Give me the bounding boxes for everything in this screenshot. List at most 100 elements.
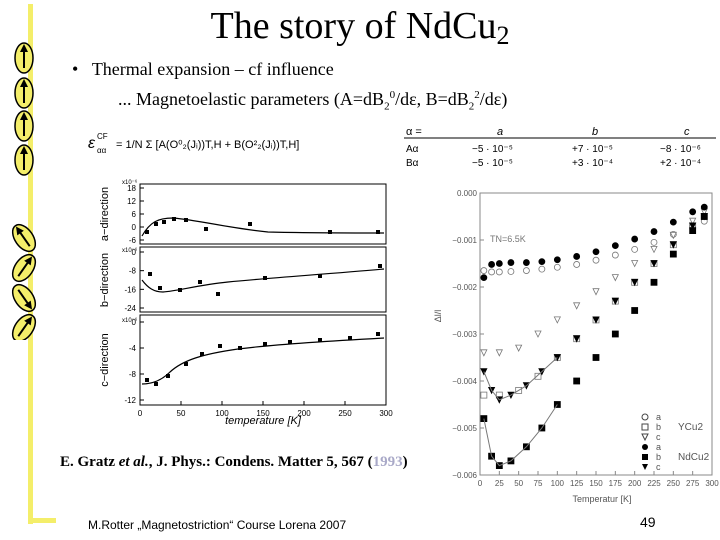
left-figure-xlabel: temperature [K] xyxy=(225,415,302,427)
panel-b-data-points xyxy=(148,264,382,296)
table-header-a: a xyxy=(497,126,503,138)
data-point xyxy=(592,316,600,324)
fit-line-ndcu2-c xyxy=(483,357,558,401)
data-point xyxy=(523,259,530,266)
scale-label-b: x10⁻⁶ xyxy=(122,247,138,254)
legend-ycu2-b: b xyxy=(656,422,661,432)
data-point xyxy=(611,330,619,338)
chart-marks xyxy=(480,203,708,470)
chart-x-tick-label: 150 xyxy=(589,479,603,488)
table-row-B-a: −5 · 10⁻⁵ xyxy=(472,158,513,169)
chart-xlabel: Temperatur [K] xyxy=(572,494,631,504)
spin-up-icon-4 xyxy=(14,144,34,176)
chart-y-tick-label: −0.003 xyxy=(452,330,477,339)
svg-text:= 1/N Σ [A(O⁰₂(Jᵢ))T,H + B(O²₂: = 1/N Σ [A(O⁰₂(Jᵢ))T,H + B(O²₂(Jᵢ))T,H] xyxy=(116,139,299,151)
series-ycu2-c xyxy=(480,208,708,357)
bullet-point: • Thermal expansion – cf influence xyxy=(72,59,334,79)
chart-axes: 0 25 50 75 100 125 150 175 200 225 250 275 300 0.000 −… xyxy=(452,189,719,488)
table-row-A-c: −8 · 10⁻⁶ xyxy=(660,144,701,155)
data-point xyxy=(669,218,677,226)
data-point xyxy=(480,391,488,399)
chart-x-tick-label: 100 xyxy=(551,479,565,488)
data-point xyxy=(669,231,677,240)
data-point xyxy=(592,256,600,264)
chart-x-tick-label: 0 xyxy=(478,479,483,488)
page-number: 49 xyxy=(640,514,656,530)
panel-c-tick-label: 0 xyxy=(132,318,137,327)
legend-symbol-open-circle xyxy=(641,413,649,421)
scale-label-a: x10⁻⁶ xyxy=(122,179,138,186)
chart-legend: a b c YCu2 a b c NdCu2 xyxy=(641,412,710,472)
table-header-b: b xyxy=(592,126,598,138)
scale-label-c: x10⁻⁶ xyxy=(122,317,138,324)
data-point xyxy=(689,217,697,226)
spin-tilted-icon-4 xyxy=(11,313,37,340)
panel-b-tick-label: -24 xyxy=(124,304,136,313)
left-x-tick-label: 100 xyxy=(215,409,229,418)
panel-c-data-points xyxy=(145,332,380,386)
data-point xyxy=(592,288,600,296)
data-point xyxy=(669,230,677,238)
spin-tilted-icon-1 xyxy=(11,223,37,253)
parameter-table: α = a b c Aα −5 · 10⁻⁵ +7 · 10⁻⁵ −8 · 10… xyxy=(404,126,716,169)
chart-x-tick-label: 125 xyxy=(570,479,584,488)
panel-a-tick-label: 12 xyxy=(127,197,136,206)
panel-c-frame xyxy=(139,314,387,406)
data-point xyxy=(480,349,488,357)
legend-symbol-filled-triangle xyxy=(642,464,648,470)
panel-b-tick-label: -8 xyxy=(129,267,137,276)
left-x-tick-label: 0 xyxy=(138,409,143,418)
panel-c-fit-curve xyxy=(141,337,385,385)
data-point xyxy=(515,344,523,352)
legend-symbol-filled-square xyxy=(642,454,648,460)
data-point xyxy=(573,302,581,310)
chart-x-tick-label: 250 xyxy=(667,479,681,488)
left-figure: ε CF αα = 1/N Σ [A(O⁰₂(Jᵢ))T,H + B(O²₂(J… xyxy=(88,132,393,427)
data-point xyxy=(538,265,546,273)
table-row-A-b: +7 · 10⁻⁵ xyxy=(572,144,613,155)
panel-label-c: c−direction xyxy=(99,333,111,387)
panel-a-tick-label: 6 xyxy=(132,210,137,219)
data-point xyxy=(553,256,561,264)
data-point xyxy=(553,263,561,271)
chart-y-tick-label: 0.000 xyxy=(457,189,478,198)
legend-ndcu2-a: a xyxy=(656,442,661,452)
data-point xyxy=(689,222,697,230)
chart-x-tick-label: 300 xyxy=(705,479,719,488)
data-point xyxy=(650,278,658,286)
panel-b-tick-label: 0 xyxy=(132,248,137,257)
panel-label-b: b−direction xyxy=(99,253,111,307)
data-point xyxy=(495,268,503,276)
spin-up-icon-3 xyxy=(14,110,34,142)
left-x-tick-label: 50 xyxy=(177,409,186,418)
slide-footer: M.Rotter „Magnetostriction“ Course Loren… xyxy=(88,518,347,532)
chart-y-tick-label: −0.002 xyxy=(452,283,477,292)
legend-ycu2-label: YCu2 xyxy=(678,422,703,433)
panel-a-tick-label: -6 xyxy=(129,236,137,245)
spin-up-icon-1 xyxy=(14,42,34,74)
data-point xyxy=(488,261,495,268)
legend-ycu2-c: c xyxy=(656,432,661,442)
data-point xyxy=(631,307,639,314)
spin-up-icon-2 xyxy=(14,77,34,109)
data-point xyxy=(689,208,697,216)
sidebar-bottom-line xyxy=(28,518,56,523)
spin-tilted-icon-3 xyxy=(11,283,37,313)
spin-arrows-sidebar xyxy=(11,42,37,340)
panel-label-a: a−direction xyxy=(99,187,111,241)
data-point xyxy=(631,235,639,243)
data-point xyxy=(488,268,495,276)
chart-x-tick-label: 25 xyxy=(495,479,504,488)
data-point xyxy=(553,401,561,408)
data-point xyxy=(631,260,639,268)
chart-y-tick-label: −0.004 xyxy=(452,377,477,386)
spin-tilted-icon-2 xyxy=(11,253,37,283)
data-point xyxy=(480,274,488,281)
data-point xyxy=(650,238,658,246)
thermal-expansion-chart: Δl/l Temperatur [K] TN=6.5K 0 25 50 75 100 12… xyxy=(433,189,719,504)
data-point xyxy=(611,274,619,282)
panel-b-frame xyxy=(139,246,387,313)
cf-strain-formula: ε CF αα = 1/N Σ [A(O⁰₂(Jᵢ))T,H + B(O²₂(J… xyxy=(88,132,299,155)
legend-ndcu2-c: c xyxy=(656,462,661,472)
